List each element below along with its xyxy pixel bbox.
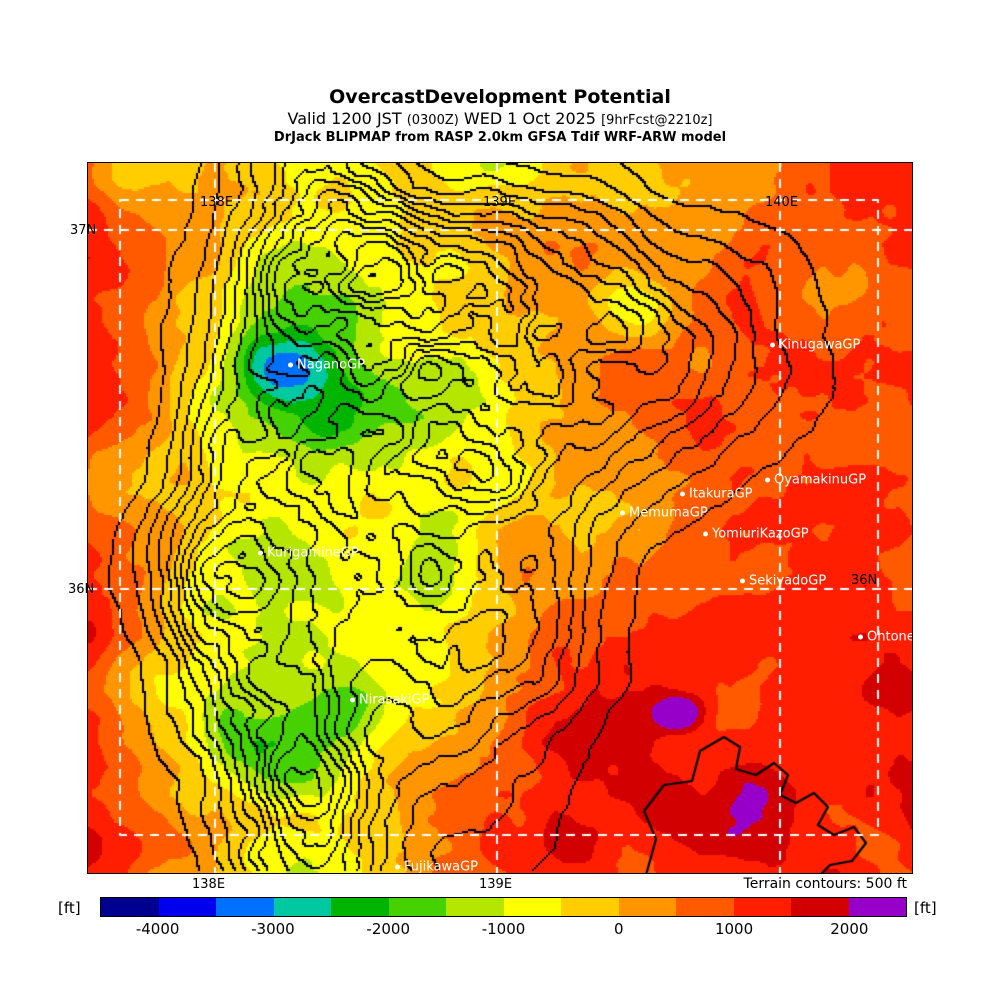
axis-label-37n: 37N [70, 223, 97, 238]
waypoint-dot-icon [680, 491, 685, 497]
colorbar-tick--3000: -3000 [251, 920, 295, 938]
colorbar-unit-left: [ft] [58, 899, 81, 917]
waypoint-sekiyadogp: SekiyadoGP [740, 574, 826, 589]
colorbar-segment-0 [101, 898, 159, 916]
grid-label-36n: 36N [851, 573, 878, 588]
colorbar-segment-9 [618, 898, 676, 916]
waypoint-dot-icon [350, 697, 355, 703]
colorbar-segment-1 [158, 898, 216, 916]
colorbar-segment-4 [331, 898, 389, 916]
colorbar-tick-1000: 1000 [714, 920, 754, 938]
axis-label-139e: 139E [479, 877, 513, 892]
waypoint-dot-icon [765, 477, 770, 483]
waypoint-kinugawagp: KinugawaGP [770, 338, 860, 353]
waypoint-label: YomiuriKazoGP [712, 526, 809, 542]
forecast-info: [9hrFcst@2210z] [601, 113, 713, 128]
waypoint-dot-icon [620, 510, 625, 516]
waypoint-label: OhtoneGP [867, 629, 912, 645]
waypoint-label: NaganoGP [297, 357, 366, 373]
colorbar-segment-10 [676, 898, 734, 916]
colorbar-segment-8 [561, 898, 619, 916]
waypoint-label: FujikawaGP [404, 859, 479, 874]
colorbar-segment-2 [216, 898, 274, 916]
waypoint-dot-icon [258, 550, 263, 556]
colorbar-ticks: -4000 -3000 -2000 -1000 0 1000 2000 [100, 920, 907, 940]
colorbar-segment-6 [446, 898, 504, 916]
waypoint-dot-icon [288, 362, 293, 368]
waypoint-itakuragp: ItakuraGP [680, 487, 753, 502]
waypoint-label: KurigamineGP [267, 545, 359, 561]
map-overlay: 138E 139E 140E 36N NaganoGP KinugawaGP Oyamaki… [88, 163, 912, 873]
colorbar-segment-3 [273, 898, 331, 916]
axis-label-36n: 36N [68, 582, 95, 597]
colorbar-tick-0: 0 [614, 920, 624, 938]
waypoint-nirasakigp: NirasakiGP [350, 693, 429, 708]
page-title: OvercastDevelopment Potential [329, 86, 671, 108]
map-frame: 138E 139E 140E 36N NaganoGP KinugawaGP Oyamaki… [87, 162, 913, 874]
colorbar-tick-2000: 2000 [830, 920, 869, 938]
grid-label-138e: 138E [200, 195, 234, 210]
colorbar-tick--4000: -4000 [135, 920, 180, 938]
waypoint-oyamakinugp: OyamakinuGP [765, 473, 866, 488]
colorbar-segment-7 [503, 898, 561, 916]
grid-label-140e: 140E [765, 195, 799, 210]
waypoint-label: KinugawaGP [779, 337, 861, 353]
colorbar-segment-11 [733, 898, 791, 916]
axis-label-138e: 138E [192, 877, 226, 892]
model-line: DrJack BLIPMAP from RASP 2.0km GFSA Tdif… [273, 130, 727, 145]
grid-label-139e: 139E [483, 195, 517, 210]
valid-date: WED 1 Oct 2025 [458, 109, 602, 128]
colorbar-segment-12 [791, 898, 849, 916]
waypoint-dot-icon [703, 531, 708, 537]
waypoint-naganogp: NaganoGP [288, 358, 365, 373]
waypoint-dot-icon [858, 634, 863, 640]
colorbar-segment-5 [388, 898, 446, 916]
colorbar-unit-right: [ft] [914, 899, 937, 917]
valid-line: Valid 1200 JST (0300Z) WED 1 Oct 2025 [9… [0, 109, 1000, 128]
colorbar-tick--2000: -2000 [366, 920, 410, 938]
waypoint-label: ItakuraGP [689, 486, 753, 502]
terrain-contours-note: Terrain contours: 500 ft [743, 876, 907, 892]
valid-zulu-time: (0300Z) [406, 113, 459, 128]
map-canvas [88, 163, 912, 873]
waypoint-fujikawagp: FujikawaGP [395, 859, 479, 874]
waypoint-label: OyamakinuGP [774, 472, 867, 488]
waypoint-kurigaminegp: KurigamineGP [258, 546, 359, 561]
waypoint-label: NirasakiGP [359, 692, 430, 708]
waypoint-label: SekiyadoGP [749, 573, 827, 589]
waypoint-memumagp: MemumaGP [620, 506, 708, 521]
colorbar-segment-13 [848, 898, 906, 916]
waypoint-label: MemumaGP [629, 505, 708, 521]
colorbar [100, 897, 907, 917]
waypoint-ohtonegp: OhtoneGP [858, 630, 912, 645]
waypoint-yomiurikazogp: YomiuriKazoGP [703, 527, 809, 542]
waypoint-dot-icon [395, 864, 400, 870]
waypoint-dot-icon [740, 578, 745, 584]
waypoint-dot-icon [770, 342, 775, 348]
colorbar-tick--1000: -1000 [481, 920, 526, 938]
valid-time: Valid 1200 JST [287, 109, 407, 128]
